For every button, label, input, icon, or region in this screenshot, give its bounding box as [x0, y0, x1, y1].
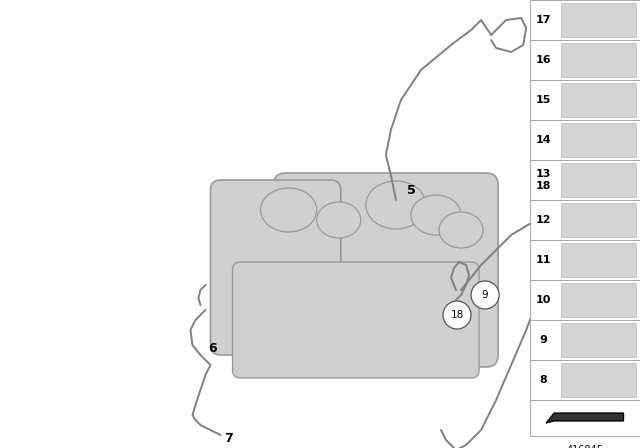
Text: 11: 11	[536, 255, 551, 265]
Text: 10: 10	[536, 295, 551, 305]
FancyBboxPatch shape	[530, 280, 640, 320]
FancyBboxPatch shape	[530, 40, 640, 80]
FancyBboxPatch shape	[561, 203, 636, 237]
FancyBboxPatch shape	[274, 173, 498, 367]
Text: 16: 16	[535, 55, 551, 65]
Ellipse shape	[411, 195, 461, 235]
Polygon shape	[547, 413, 623, 423]
FancyBboxPatch shape	[530, 240, 640, 280]
Circle shape	[535, 74, 563, 102]
Ellipse shape	[366, 181, 426, 229]
FancyBboxPatch shape	[561, 283, 636, 317]
FancyBboxPatch shape	[530, 200, 640, 240]
Text: 9: 9	[539, 335, 547, 345]
Text: 14: 14	[535, 135, 551, 145]
FancyBboxPatch shape	[561, 323, 636, 357]
Text: 6: 6	[208, 341, 217, 354]
Text: 16: 16	[573, 270, 586, 280]
FancyBboxPatch shape	[530, 360, 640, 400]
FancyBboxPatch shape	[561, 163, 636, 197]
Text: 8: 8	[540, 375, 547, 385]
FancyBboxPatch shape	[561, 43, 636, 77]
Text: 12: 12	[543, 83, 556, 93]
Text: 15: 15	[536, 95, 551, 105]
Ellipse shape	[439, 212, 483, 248]
FancyBboxPatch shape	[561, 3, 636, 37]
Text: 416845: 416845	[566, 445, 604, 448]
Circle shape	[565, 261, 593, 289]
Text: 17: 17	[536, 15, 551, 25]
FancyBboxPatch shape	[530, 120, 640, 160]
FancyBboxPatch shape	[561, 123, 636, 157]
FancyBboxPatch shape	[530, 400, 640, 436]
Circle shape	[471, 281, 499, 309]
FancyBboxPatch shape	[211, 180, 340, 355]
FancyBboxPatch shape	[530, 0, 640, 40]
FancyBboxPatch shape	[561, 243, 636, 277]
Text: 5: 5	[406, 184, 415, 197]
Text: 12: 12	[536, 215, 551, 225]
Text: 9: 9	[482, 290, 488, 300]
Text: 18: 18	[451, 310, 463, 320]
Ellipse shape	[317, 202, 361, 238]
Ellipse shape	[260, 188, 317, 232]
FancyBboxPatch shape	[232, 262, 479, 378]
Text: 13
18: 13 18	[536, 169, 551, 191]
Circle shape	[443, 301, 471, 329]
FancyBboxPatch shape	[561, 363, 636, 397]
FancyBboxPatch shape	[561, 83, 636, 117]
Text: 7: 7	[224, 431, 233, 444]
FancyBboxPatch shape	[530, 160, 640, 200]
FancyBboxPatch shape	[530, 320, 640, 360]
FancyBboxPatch shape	[530, 80, 640, 120]
